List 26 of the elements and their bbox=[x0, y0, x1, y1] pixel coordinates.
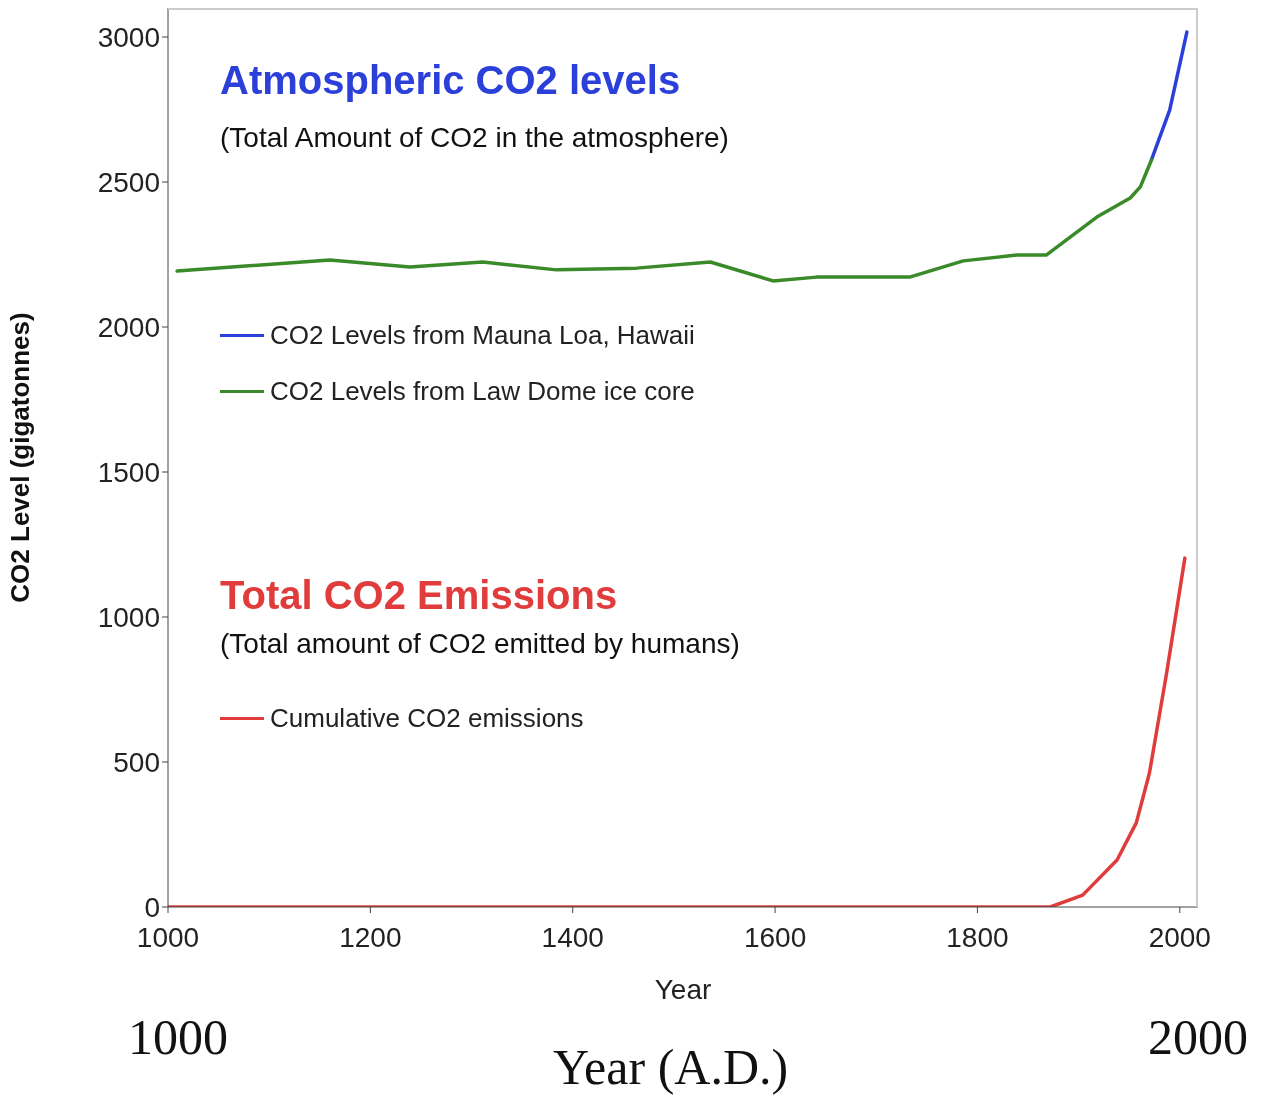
x-tick-label: 1200 bbox=[339, 921, 402, 953]
text: Year (A.D.) bbox=[553, 1038, 789, 1096]
x-tick-label: 1800 bbox=[946, 921, 1009, 953]
y-axis-title: CO2 Level (gigatonnes) bbox=[5, 312, 36, 603]
x-tick-label: 1000 bbox=[136, 921, 200, 953]
y-tick-label: 0 bbox=[144, 891, 160, 923]
x-tick-label: 1600 bbox=[743, 921, 807, 953]
y-tick-label: 3000 bbox=[97, 21, 160, 53]
annotation: (Total Amount of CO2 in the atmosphere) bbox=[220, 122, 729, 154]
legend-label: CO2 Levels from Mauna Loa, Hawaii bbox=[270, 320, 695, 351]
x-tick-label: 1400 bbox=[541, 921, 604, 953]
x-axis-title: Year bbox=[654, 974, 712, 1005]
annotation: Atmospheric CO2 levels bbox=[220, 58, 681, 103]
y-tick-label: 500 bbox=[113, 746, 160, 778]
y-tick-label: 2500 bbox=[97, 166, 160, 198]
line-series bbox=[175, 158, 1154, 283]
y-tick-label: 1000 bbox=[97, 601, 160, 633]
y-tick-label: 2000 bbox=[97, 311, 160, 343]
legend-label: CO2 Levels from Law Dome ice core bbox=[270, 376, 695, 407]
annotation: Total CO2 Emissions bbox=[220, 573, 618, 618]
annotation: (Total amount of CO2 emitted by humans) bbox=[220, 628, 740, 660]
line-series bbox=[168, 556, 1187, 907]
x-tick-label: 2000 bbox=[1148, 921, 1211, 953]
text: 2000 bbox=[1148, 1008, 1248, 1066]
y-tick-label: 1500 bbox=[97, 456, 160, 488]
legend-label: Cumulative CO2 emissions bbox=[270, 703, 584, 734]
